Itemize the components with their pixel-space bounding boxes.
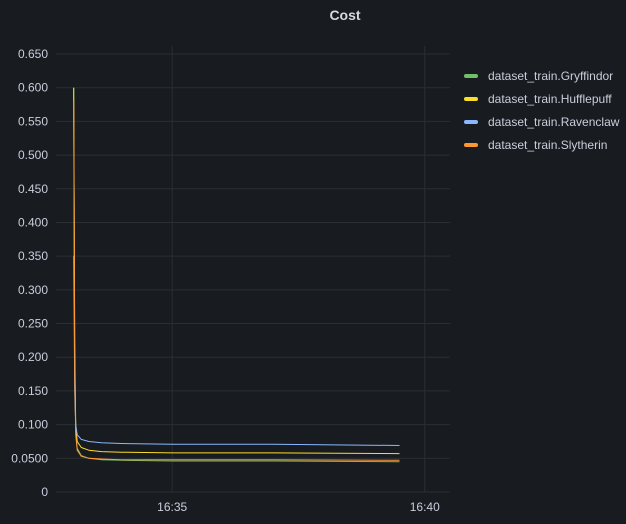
y-tick-label: 0.400: [18, 215, 48, 229]
legend: dataset_train.Gryffindor dataset_train.Hu…: [464, 64, 619, 156]
legend-swatch: [464, 73, 478, 78]
y-tick-label: 0.300: [18, 283, 48, 297]
cost-chart: 0 0.0500 0.100 0.150 0.200 0.250 0.300 0.350 0.4…: [11, 46, 450, 514]
series-line-ravenclaw: [73, 256, 400, 446]
legend-label: dataset_train.Ravenclaw: [488, 114, 620, 129]
legend-item-ravenclaw[interactable]: dataset_train.Ravenclaw: [464, 110, 619, 133]
x-axis: 16:35 16:40: [157, 500, 440, 514]
y-tick-label: 0.650: [18, 47, 48, 61]
legend-swatch: [464, 119, 478, 124]
y-tick-label: 0.350: [18, 249, 48, 263]
series-line-hufflepuff: [73, 87, 400, 455]
legend-swatch: [464, 142, 478, 147]
grid-layer: [56, 46, 450, 493]
y-tick-label: 0.550: [18, 114, 48, 128]
panel-title: Cost: [329, 7, 361, 23]
y-tick-label: 0.100: [18, 418, 48, 432]
y-tick-label: 0.0500: [11, 451, 48, 465]
x-tick-label: 16:35: [157, 500, 187, 514]
y-axis: 0 0.0500 0.100 0.150 0.200 0.250 0.300 0.350 0.4…: [11, 47, 48, 499]
y-tick-label: 0.450: [18, 182, 48, 196]
y-tick-label: 0.600: [18, 81, 48, 95]
legend-label: dataset_train.Slytherin: [488, 137, 608, 152]
legend-item-slytherin[interactable]: dataset_train.Slytherin: [464, 133, 619, 156]
y-tick-label: 0: [41, 485, 48, 499]
x-tick-label: 16:40: [410, 500, 440, 514]
series-line-slytherin: [73, 101, 400, 461]
y-tick-label: 0.500: [18, 148, 48, 162]
legend-label: dataset_train.Hufflepuff: [488, 91, 612, 106]
series-line-gryffindor: [73, 87, 400, 463]
y-tick-label: 0.250: [18, 317, 48, 331]
y-tick-label: 0.200: [18, 350, 48, 364]
series-layer: [73, 87, 400, 463]
y-tick-label: 0.150: [18, 384, 48, 398]
legend-item-gryffindor[interactable]: dataset_train.Gryffindor: [464, 64, 619, 87]
legend-label: dataset_train.Gryffindor: [488, 68, 614, 83]
legend-item-hufflepuff[interactable]: dataset_train.Hufflepuff: [464, 87, 619, 110]
legend-swatch: [464, 96, 478, 101]
